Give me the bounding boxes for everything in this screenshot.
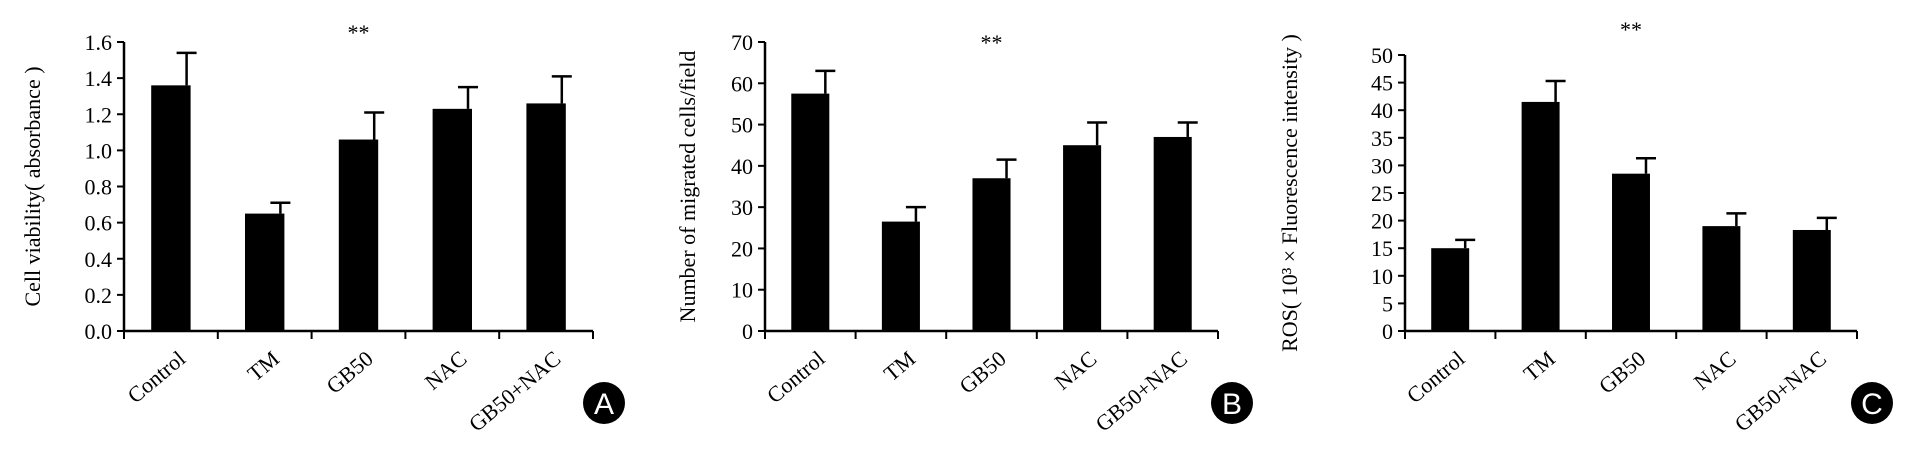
bar-nac xyxy=(1702,226,1741,331)
significance-marker: ** xyxy=(981,30,1003,55)
category-label: GB50 xyxy=(321,346,377,399)
category-label: Control xyxy=(123,346,191,408)
bar-nac xyxy=(1063,145,1102,331)
category-label: GB50 xyxy=(954,346,1010,399)
panel-badge xyxy=(1851,382,1893,424)
bar-gb50 xyxy=(338,139,379,331)
category-label: TM xyxy=(1518,346,1559,386)
bar-control xyxy=(1431,248,1470,331)
category-label: Control xyxy=(1402,346,1470,408)
category-label: GB50+NAC xyxy=(1090,346,1191,437)
y-tick-label: 5 xyxy=(1382,291,1393,316)
y-axis-title: Number of migrated cells/field xyxy=(675,51,700,323)
y-tick-label: 1.2 xyxy=(85,102,113,127)
y-tick-label: 0.8 xyxy=(85,175,113,200)
bar-tm xyxy=(881,221,920,331)
panel-badge-label: C xyxy=(1861,388,1883,421)
category-label: GB50 xyxy=(1594,346,1650,399)
panel-a: 0.0 0.2 0.4 0.6 0.8 1.0 1.2 1.4 1.6 Control TM GB50… xyxy=(20,20,625,436)
panel-badge-label: B xyxy=(1222,388,1242,421)
y-tick-label: 1.6 xyxy=(85,30,113,55)
y-tick-label: 0.2 xyxy=(85,283,113,308)
y-tick-label: 60 xyxy=(731,71,753,96)
category-label: Control xyxy=(762,346,830,408)
bar-control xyxy=(791,93,830,331)
y-tick-label: 20 xyxy=(731,236,753,261)
y-tick-label: 1.4 xyxy=(85,66,113,91)
category-label: NAC xyxy=(1689,346,1741,395)
y-tick-label: 0.4 xyxy=(85,247,113,272)
category-label: GB50+NAC xyxy=(1730,346,1831,437)
y-tick-label: 15 xyxy=(1371,236,1393,261)
y-tick-label: 20 xyxy=(1371,209,1393,234)
y-tick-label: 35 xyxy=(1371,126,1393,151)
significance-marker: ** xyxy=(1620,17,1642,42)
category-label: TM xyxy=(879,346,920,386)
bar-gb50-nac xyxy=(526,103,566,331)
category-label: NAC xyxy=(420,346,472,395)
y-tick-label: 40 xyxy=(1371,98,1393,123)
bar-control xyxy=(151,85,191,331)
y-tick-label: 30 xyxy=(1371,153,1393,178)
y-axis-title: Cell viability( absorbance ) xyxy=(20,66,45,306)
y-axis-title: ROS( 10³ × Fluorescence intensity ) xyxy=(1277,34,1302,352)
bar-gb50 xyxy=(972,178,1011,331)
y-tick-label: 0.0 xyxy=(85,319,113,344)
y-tick-label: 10 xyxy=(1371,264,1393,289)
category-label: TM xyxy=(243,346,284,386)
y-tick-label: 0 xyxy=(1382,319,1393,344)
bar-tm xyxy=(1521,101,1560,331)
y-tick-label: 10 xyxy=(731,278,753,303)
category-label: GB50+NAC xyxy=(464,346,565,437)
bar-gb50-nac xyxy=(1153,136,1192,331)
y-tick-label: 25 xyxy=(1371,181,1393,206)
bar-tm xyxy=(245,213,285,331)
y-tick-label: 30 xyxy=(731,195,753,220)
bar-gb50-nac xyxy=(1792,229,1831,331)
bar-nac xyxy=(432,108,472,331)
panel-badge xyxy=(1211,382,1253,424)
y-tick-label: 1.0 xyxy=(85,138,113,163)
y-tick-label: 0.6 xyxy=(85,211,113,236)
y-tick-label: 50 xyxy=(1371,43,1393,68)
y-tick-label: 0 xyxy=(742,319,753,344)
panel-badge xyxy=(583,382,625,424)
y-tick-label: 45 xyxy=(1371,71,1393,96)
y-tick-label: 40 xyxy=(731,154,753,179)
y-tick-label: 70 xyxy=(731,30,753,55)
y-tick-label: 50 xyxy=(731,113,753,138)
bar-gb50 xyxy=(1612,173,1650,331)
category-label: NAC xyxy=(1050,346,1102,395)
panel-badge-label: A xyxy=(594,388,614,421)
significance-marker: ** xyxy=(348,20,370,45)
